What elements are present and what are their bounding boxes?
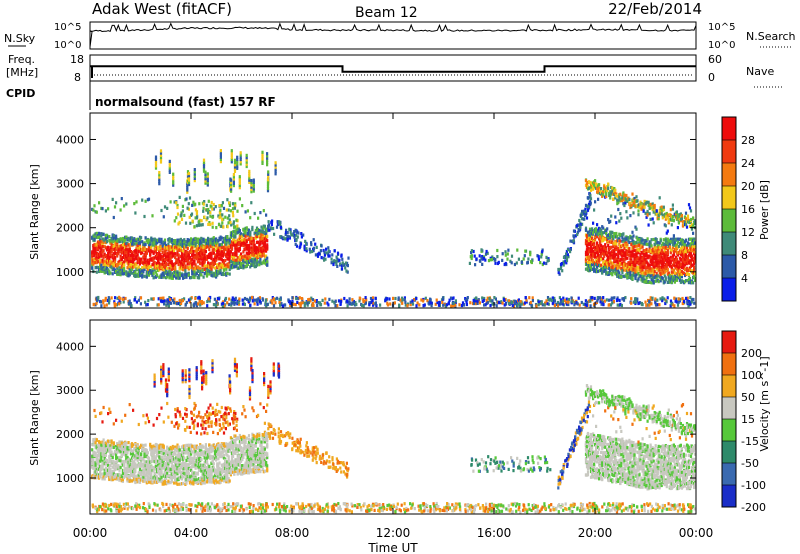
date-title: 22/Feb/2014 (608, 0, 702, 18)
beam-title: Beam 12 (355, 5, 418, 21)
power-colorbar-tick-label: 28 (741, 134, 755, 147)
power-colorbar: 4 8 12 16 20 24 28 (721, 116, 755, 302)
velocity-colorbar-swatch (722, 441, 736, 464)
velocity-ytick-label: 2000 (56, 428, 84, 441)
nsky-label: N.Sky (4, 32, 36, 45)
velocity-colorbar-tick-label: -100 (741, 479, 766, 492)
velocity-colorbar-swatch (722, 397, 736, 420)
freq-panel-frame (89, 54, 697, 82)
velocity-ytick-label: 3000 (56, 384, 84, 397)
x-tick-label: 04:00 (174, 526, 209, 540)
velocity-colorbar-swatch (722, 485, 736, 508)
nsearch-label: N.Search (746, 30, 796, 43)
velocity-y-axis: 1000 2000 3000 4000 (56, 340, 696, 485)
power-colorbar-swatch (722, 278, 736, 302)
freq-label: Freq. (8, 53, 35, 66)
velocity-colorbar-tick-label: -50 (741, 457, 759, 470)
power-y-axis: 1000 2000 3000 4000 (56, 133, 696, 279)
nsky-series (89, 22, 697, 48)
power-colorbar-tick-label: 16 (741, 203, 755, 216)
freq-tick-top: 18 (70, 53, 84, 66)
nsearch-tick-bottom: 10^0 (708, 40, 735, 51)
velocity-colorbar-tick-label: 15 (741, 413, 755, 426)
nave-tick-top: 60 (708, 53, 722, 66)
velocity-colorbar-swatch (722, 375, 736, 398)
power-ytick-label: 1000 (56, 266, 84, 279)
power-ytick-label: 4000 (56, 133, 84, 146)
power-y-label: Slant Range [km] (28, 164, 41, 260)
power-colorbar-swatch (722, 163, 736, 187)
power-colorbar-swatch (722, 255, 736, 279)
power-panel-frame (89, 112, 697, 309)
power-colorbar-swatch (722, 232, 736, 256)
power-colorbar-tick-label: 8 (741, 249, 748, 262)
power-ytick-label: 3000 (56, 178, 84, 191)
power-colorbar-label: Power [dB] (758, 180, 771, 240)
power-colorbar-tick-label: 4 (741, 272, 748, 285)
power-colorbar-tick-label: 12 (741, 226, 755, 239)
velocity-colorbar-swatch (722, 463, 736, 486)
freq-unit-label: [MHz] (6, 66, 38, 79)
power-heatmap (91, 149, 697, 308)
station-title: Adak West (fitACF) (92, 0, 232, 18)
velocity-colorbar-swatch (722, 353, 736, 376)
power-colorbar-swatch (722, 117, 736, 141)
velocity-colorbar-tick-label: 200 (741, 347, 762, 360)
velocity-colorbar-label: Velocity [m s^-1] (758, 356, 771, 451)
velocity-colorbar: 200 100 50 15 -15 -50 -100 -200 (721, 330, 766, 514)
power-ytick-label: 2000 (56, 222, 84, 235)
freq-series (90, 65, 696, 78)
x-tick-label: 16:00 (477, 526, 512, 540)
x-tick-label: 12:00 (376, 526, 411, 540)
nave-tick-bottom: 0 (708, 71, 715, 84)
cpid-label: CPID (6, 87, 35, 100)
power-colorbar-tick-label: 20 (741, 180, 755, 193)
freq-tick-bottom: 8 (74, 71, 81, 84)
x-tick-label: 20:00 (578, 526, 613, 540)
nsky-tick-top: 10^5 (54, 22, 81, 33)
velocity-ytick-label: 4000 (56, 340, 84, 353)
time-x-axis: 00:00 04:00 08:00 12:00 16:00 20:00 00:00 (73, 113, 714, 540)
velocity-y-label: Slant Range [km] (28, 370, 41, 466)
power-colorbar-swatch (722, 140, 736, 164)
velocity-colorbar-swatch (722, 331, 736, 354)
nsky-panel-frame (89, 21, 697, 50)
velocity-colorbar-swatch (722, 419, 736, 442)
x-axis-label: Time UT (367, 541, 418, 554)
x-tick-label: 00:00 (679, 526, 714, 540)
power-colorbar-swatch (722, 186, 736, 210)
x-tick-label: 00:00 (73, 526, 108, 540)
velocity-colorbar-tick-label: -15 (741, 435, 759, 448)
x-tick-label: 08:00 (275, 526, 310, 540)
nsky-tick-bottom: 10^0 (54, 40, 81, 51)
velocity-ytick-label: 1000 (56, 472, 84, 485)
velocity-colorbar-tick-label: 50 (741, 391, 755, 404)
power-colorbar-swatch (722, 209, 736, 233)
cpid-text: normalsound (fast) 157 RF (95, 95, 276, 109)
nsearch-tick-top: 10^5 (708, 22, 735, 33)
power-colorbar-tick-label: 24 (741, 157, 755, 170)
velocity-heatmap (91, 357, 697, 514)
velocity-colorbar-tick-label: 100 (741, 369, 762, 382)
velocity-colorbar-tick-label: -200 (741, 501, 766, 514)
nave-label: Nave (746, 65, 774, 78)
